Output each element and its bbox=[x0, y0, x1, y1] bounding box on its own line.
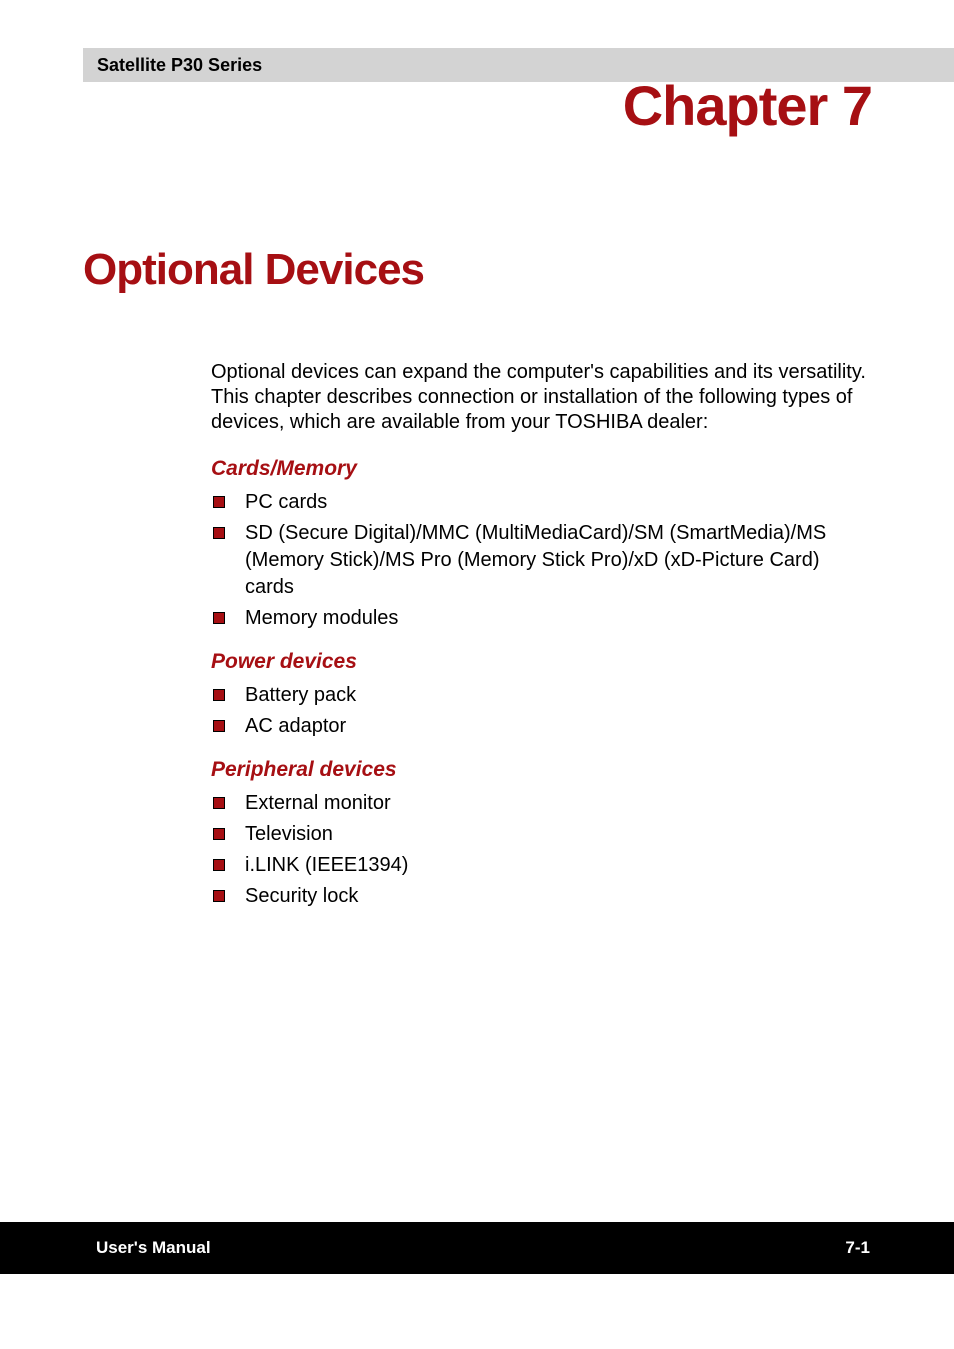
list-item-label: i.LINK (IEEE1394) bbox=[245, 854, 408, 876]
series-label: Satellite P30 Series bbox=[83, 55, 262, 76]
footer-left: User's Manual bbox=[96, 1238, 211, 1258]
list-item-label: Security lock bbox=[245, 885, 358, 907]
section-title: Optional Devices bbox=[83, 245, 424, 295]
bullet-icon bbox=[213, 496, 225, 508]
content-area: Optional devices can expand the computer… bbox=[211, 360, 872, 918]
list-item: Memory modules bbox=[211, 605, 872, 632]
list-item: AC adaptor bbox=[211, 713, 872, 740]
list-item-label: SD (Secure Digital)/MMC (MultiMediaCard)… bbox=[245, 522, 826, 598]
list-power-devices: Battery pack AC adaptor bbox=[211, 682, 872, 740]
list-item-label: Battery pack bbox=[245, 684, 356, 706]
bullet-icon bbox=[213, 689, 225, 701]
bullet-icon bbox=[213, 828, 225, 840]
bullet-icon bbox=[213, 890, 225, 902]
list-item-label: External monitor bbox=[245, 792, 391, 814]
list-item-label: Memory modules bbox=[245, 607, 398, 629]
list-item: Battery pack bbox=[211, 682, 872, 709]
list-item: i.LINK (IEEE1394) bbox=[211, 852, 872, 879]
footer-bar: User's Manual 7-1 bbox=[0, 1222, 954, 1274]
list-item-label: Television bbox=[245, 823, 333, 845]
list-cards-memory: PC cards SD (Secure Digital)/MMC (MultiM… bbox=[211, 489, 872, 632]
chapter-label: Chapter 7 bbox=[623, 73, 872, 138]
bullet-icon bbox=[213, 720, 225, 732]
list-item: Security lock bbox=[211, 883, 872, 910]
list-item: Television bbox=[211, 821, 872, 848]
intro-paragraph: Optional devices can expand the computer… bbox=[211, 360, 872, 435]
list-item: External monitor bbox=[211, 790, 872, 817]
list-item-label: AC adaptor bbox=[245, 715, 346, 737]
list-item-label: PC cards bbox=[245, 491, 327, 513]
subhead-power-devices: Power devices bbox=[211, 650, 872, 674]
bullet-icon bbox=[213, 859, 225, 871]
bullet-icon bbox=[213, 612, 225, 624]
bullet-icon bbox=[213, 527, 225, 539]
list-item: PC cards bbox=[211, 489, 872, 516]
subhead-peripheral-devices: Peripheral devices bbox=[211, 758, 872, 782]
subhead-cards-memory: Cards/Memory bbox=[211, 457, 872, 481]
bullet-icon bbox=[213, 797, 225, 809]
footer-right: 7-1 bbox=[845, 1238, 870, 1258]
list-item: SD (Secure Digital)/MMC (MultiMediaCard)… bbox=[211, 520, 872, 601]
list-peripheral-devices: External monitor Television i.LINK (IEEE… bbox=[211, 790, 872, 910]
